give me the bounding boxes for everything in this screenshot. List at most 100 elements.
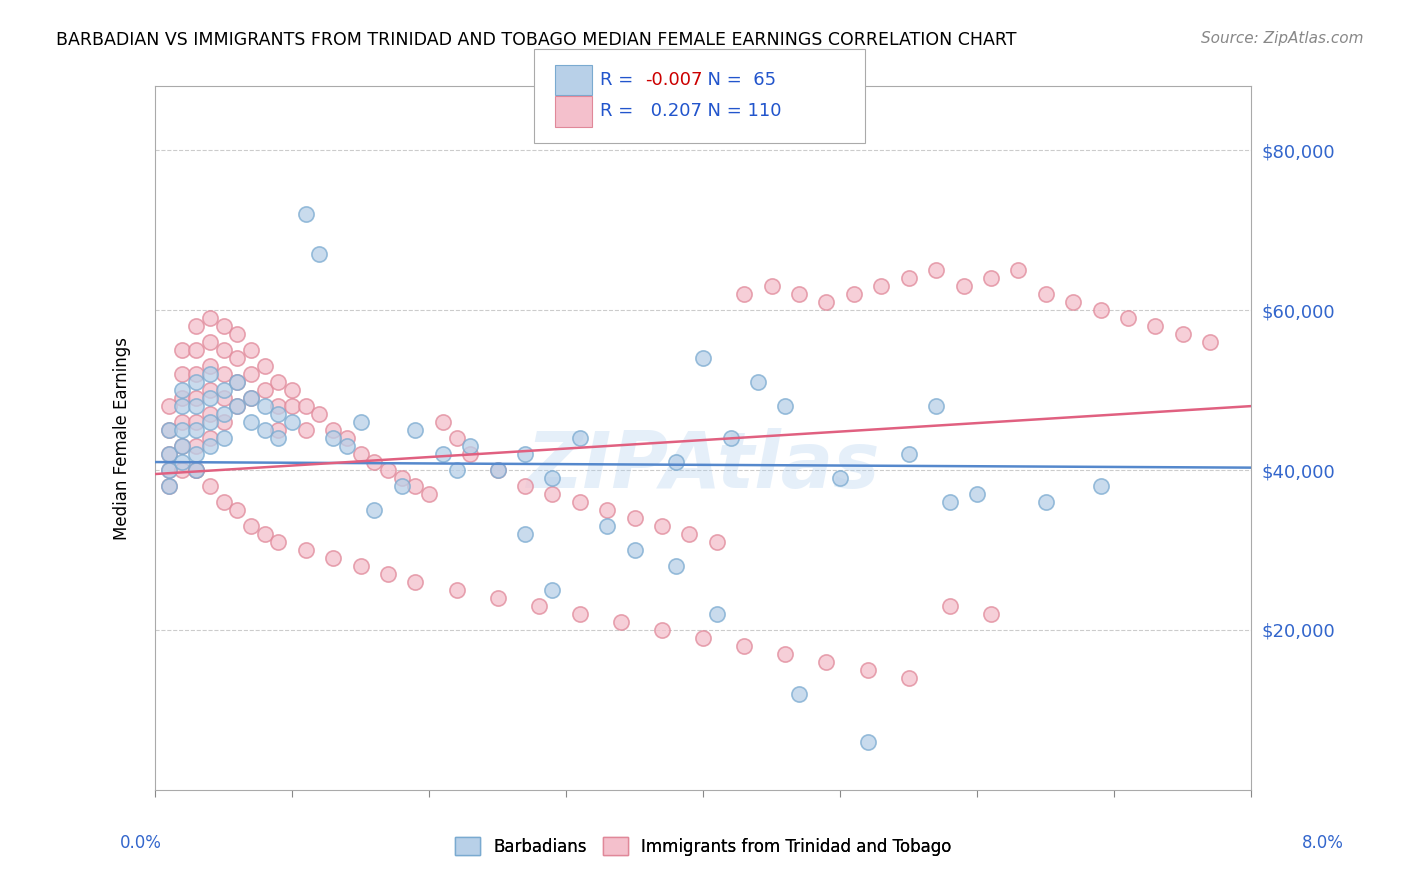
Point [172,423,194,437]
Point [939,599,962,613]
Point [186,391,208,405]
Point [856,663,879,677]
Point [842,287,865,301]
Point [157,447,180,461]
Point [596,503,619,517]
Point [157,423,180,437]
Point [226,399,249,413]
Point [294,207,316,221]
Point [787,687,810,701]
Point [186,375,208,389]
Point [678,527,700,541]
Point [308,247,330,261]
Point [870,279,893,293]
Point [157,479,180,493]
Point [212,343,235,358]
Point [253,359,276,373]
Point [157,399,180,413]
Point [897,447,920,461]
Point [253,383,276,397]
Text: 0.0%: 0.0% [120,834,162,852]
Point [198,407,221,421]
Point [610,615,633,629]
Text: R =: R = [600,103,640,120]
Point [198,367,221,381]
Point [980,607,1002,621]
Point [267,535,290,549]
Point [1062,295,1084,310]
Point [186,319,208,334]
Point [157,463,180,477]
Point [1007,263,1029,277]
Point [212,495,235,509]
Point [198,335,221,350]
Point [294,423,316,437]
Point [186,415,208,429]
Point [939,495,962,509]
Point [513,447,536,461]
Point [267,407,290,421]
Point [692,631,714,645]
Point [747,375,769,389]
Point [541,487,564,501]
Point [198,415,221,429]
Text: Source: ZipAtlas.com: Source: ZipAtlas.com [1201,31,1364,46]
Point [281,415,304,429]
Point [198,431,221,445]
Point [432,447,454,461]
Point [925,263,948,277]
Point [198,311,221,326]
Point [239,367,262,381]
Point [458,439,481,453]
Legend: Barbadians, Immigrants from Trinidad and Tobago: Barbadians, Immigrants from Trinidad and… [449,830,959,863]
Point [212,391,235,405]
Point [1144,319,1167,334]
Point [1090,303,1112,318]
Point [186,447,208,461]
Point [172,343,194,358]
Text: BARBADIAN VS IMMIGRANTS FROM TRINIDAD AND TOBAGO MEDIAN FEMALE EARNINGS CORRELAT: BARBADIAN VS IMMIGRANTS FROM TRINIDAD AN… [56,31,1017,49]
Point [281,399,304,413]
Point [568,431,591,445]
Point [281,383,304,397]
Point [172,383,194,397]
Point [212,367,235,381]
Point [226,375,249,389]
Point [212,431,235,445]
Point [267,375,290,389]
Point [815,295,838,310]
Point [172,399,194,413]
Point [458,447,481,461]
Point [172,439,194,453]
Point [267,431,290,445]
Point [486,463,509,477]
Point [186,367,208,381]
Point [665,455,688,469]
Point [1171,327,1194,342]
Point [541,471,564,485]
Point [186,399,208,413]
Point [830,471,852,485]
Point [172,391,194,405]
Point [226,351,249,365]
Point [733,287,755,301]
Point [172,455,194,469]
Point [186,463,208,477]
Y-axis label: Median Female Earnings: Median Female Earnings [114,336,131,540]
Point [186,463,208,477]
Point [322,431,344,445]
Point [391,479,413,493]
Text: N = 110: N = 110 [696,103,782,120]
Point [349,558,371,573]
Point [623,511,645,525]
Point [733,639,755,653]
Point [198,439,221,453]
Point [418,487,440,501]
Text: 0.207: 0.207 [645,103,703,120]
Point [377,463,399,477]
Text: R =: R = [600,71,640,89]
Point [157,447,180,461]
Point [665,558,688,573]
Point [446,431,468,445]
Point [706,535,728,549]
